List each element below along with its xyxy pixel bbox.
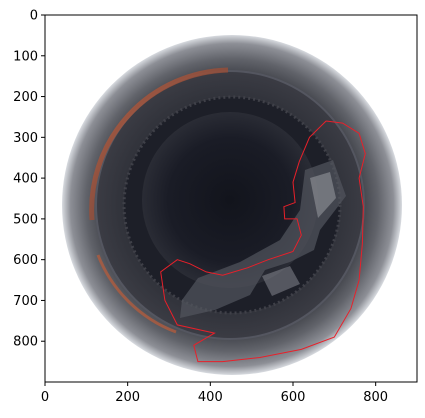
bottle-core — [142, 112, 318, 288]
copper-reflection-lower — [96, 254, 177, 334]
x-tick-label: 600 — [281, 390, 306, 405]
y-tick-label: 600 — [13, 253, 38, 268]
x-tick-label: 0 — [41, 390, 49, 405]
x-tick-label: 200 — [115, 390, 140, 405]
y-tick-label: 200 — [13, 90, 38, 105]
y-tick-label: 0 — [30, 9, 38, 24]
y-tick-label: 800 — [13, 335, 38, 350]
chip-highlight — [310, 172, 336, 218]
y-axis: 0 100 200 300 400 500 600 700 800 — [13, 9, 45, 350]
y-tick-label: 400 — [13, 172, 38, 187]
copper-reflection — [89, 67, 229, 221]
chip-highlight-2 — [262, 266, 300, 296]
y-tick-label: 500 — [13, 212, 38, 227]
axes-frame — [44, 14, 418, 383]
defect-outline — [160, 120, 366, 363]
y-tick-label: 100 — [13, 49, 38, 64]
x-tick-label: 400 — [198, 390, 223, 405]
bottle-photo — [62, 35, 402, 375]
x-axis: 0 200 400 600 800 — [41, 382, 388, 405]
y-tick-label: 300 — [13, 131, 38, 146]
chip-fragment — [180, 160, 346, 318]
x-tick-label: 800 — [363, 390, 388, 405]
y-tick-label: 700 — [13, 294, 38, 309]
